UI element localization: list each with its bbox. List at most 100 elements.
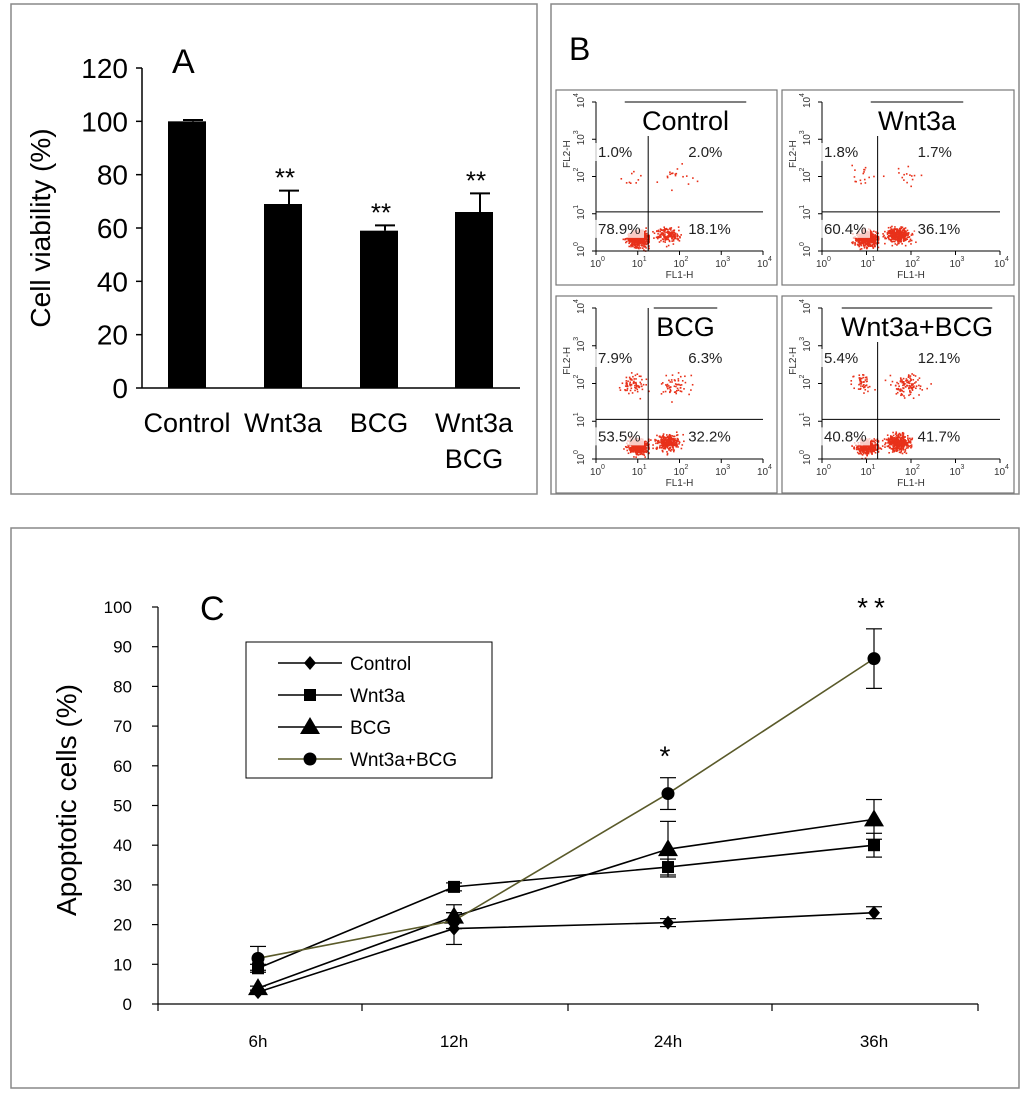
panel-b-dot xyxy=(869,244,872,246)
panel-b-dot xyxy=(917,379,919,381)
panel-b-quadrant-lower-right-bg xyxy=(914,219,964,238)
panel-b-dot xyxy=(893,240,896,243)
panel-b-dot xyxy=(635,247,637,249)
panel-b-dot xyxy=(862,451,864,453)
panel-b-dot xyxy=(877,246,880,249)
panel-b-dot xyxy=(869,243,871,245)
panel-b-dot xyxy=(633,445,636,448)
panel-b-dot xyxy=(677,439,679,442)
panel-b-x-tick-exponent: 1 xyxy=(643,256,647,263)
panel-b-dot xyxy=(669,449,672,452)
panel-b-dot xyxy=(632,447,635,449)
panel-b-dot xyxy=(912,378,915,381)
panel-b-dot xyxy=(652,444,654,446)
panel-b-dot xyxy=(661,382,664,384)
panel-b-dot xyxy=(906,385,909,387)
panel-b-dot xyxy=(868,385,871,388)
panel-b-dot xyxy=(879,447,882,449)
panel-b-dot xyxy=(635,385,638,388)
panel-b-dot xyxy=(892,449,895,452)
panel-b-dot xyxy=(671,236,673,238)
panel-b-y-tick-label: 10 xyxy=(576,171,587,183)
panel-b-dot xyxy=(659,235,662,237)
panel-b-dot xyxy=(874,388,876,391)
panel-b-dot xyxy=(638,446,640,449)
panel-b-x-tick-exponent: 2 xyxy=(916,256,920,263)
panel-b-dot xyxy=(655,236,658,239)
panel-b-dot xyxy=(656,434,658,437)
panel-b-dot xyxy=(666,440,668,442)
panel-b-dot xyxy=(909,380,912,382)
panel-b-dot xyxy=(901,229,904,232)
panel-b-dot xyxy=(914,375,917,377)
panel-b-dot xyxy=(637,448,639,451)
panel-b-plot-title: Control xyxy=(642,106,729,136)
panel-b-dot xyxy=(667,439,669,442)
panel-b-dot xyxy=(645,247,647,249)
panel-b-dot xyxy=(669,234,671,237)
panel-b-dot xyxy=(643,245,645,248)
panel-b-dot xyxy=(644,238,647,241)
panel-b-dot xyxy=(662,240,665,243)
panel-b-dot xyxy=(894,226,896,228)
panel-b-dot xyxy=(864,166,867,169)
panel-b-dot xyxy=(656,442,659,445)
panel-b-dot xyxy=(858,241,861,244)
panel-b-dot xyxy=(627,380,629,383)
panel-b-dot xyxy=(906,232,909,234)
panel-b-dot xyxy=(902,448,905,451)
panel-b-dot xyxy=(666,383,669,386)
panel-b-dot xyxy=(641,243,643,245)
panel-b-dot xyxy=(670,232,673,235)
panel-b-dot xyxy=(626,387,629,390)
panel-b-dot xyxy=(676,387,679,390)
panel-b-dot xyxy=(672,234,675,236)
panel-b-dot xyxy=(926,387,928,390)
panel-b-dot xyxy=(635,387,637,390)
panel-b-dot xyxy=(635,182,637,184)
panel-b-dot xyxy=(905,444,908,446)
panel-b-dot xyxy=(902,443,905,446)
panel-b-dot xyxy=(853,447,855,450)
panel-b-quadrant-upper-left-bg xyxy=(821,349,862,367)
panel-b-dot xyxy=(899,448,902,451)
panel-b-dot xyxy=(673,385,676,388)
panel-b-dot xyxy=(659,230,662,233)
panel-b-dot xyxy=(631,392,634,394)
panel-b-dot xyxy=(660,447,663,449)
panel-b-y-tick-label: 10 xyxy=(576,416,587,428)
panel-b-x-tick-exponent: 2 xyxy=(685,464,689,471)
panel-b-dot xyxy=(886,434,889,436)
panel-b-dot xyxy=(873,175,875,178)
panel-b-dot xyxy=(672,235,675,238)
panel-b-dot xyxy=(873,438,876,440)
panel-b-dot xyxy=(660,444,663,447)
panel-b-dot xyxy=(896,445,898,447)
panel-b-dot xyxy=(891,436,893,438)
panel-b-y-tick-label: 10 xyxy=(576,340,587,352)
panel-b-x-tick-label: 10 xyxy=(905,259,917,270)
panel-b-title-bg xyxy=(624,100,747,136)
panel-b-dot xyxy=(662,234,665,236)
panel-b-dot xyxy=(877,448,880,450)
panel-b-dot xyxy=(904,235,907,237)
panel-b-dot xyxy=(869,245,872,247)
panel-b-dot xyxy=(669,390,671,393)
panel-b-dot xyxy=(666,238,668,240)
panel-b-dot xyxy=(860,182,862,185)
panel-b-y-tick-exponent: 0 xyxy=(799,242,806,246)
panel-b-dot xyxy=(668,442,671,444)
panel-b-dot xyxy=(910,387,913,390)
panel-b-dot xyxy=(892,238,895,240)
panel-b-dot xyxy=(910,438,912,441)
panel-b-dot xyxy=(673,449,675,451)
panel-b-dot xyxy=(626,385,628,388)
panel-b-dot xyxy=(892,438,894,441)
panel-b-dot xyxy=(894,234,897,236)
panel-b-dot xyxy=(639,397,642,400)
panel-b-dot xyxy=(625,380,628,382)
panel-b-dot xyxy=(907,233,910,235)
panel-b-dot xyxy=(864,376,867,379)
panel-b-dot xyxy=(903,442,905,445)
